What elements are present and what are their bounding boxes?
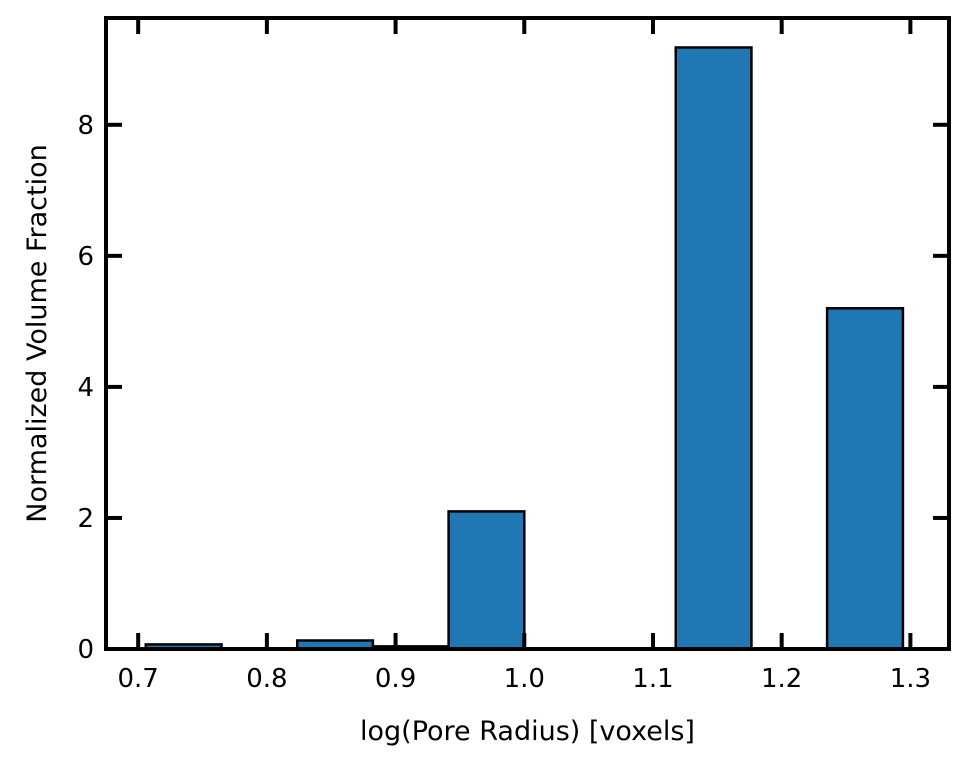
x-tick-label-5: 1.2: [761, 664, 802, 694]
bar-3: [447, 510, 526, 651]
x-tick-label-3: 1.0: [504, 664, 545, 694]
x-tick-label-4: 1.1: [632, 664, 673, 694]
bar-4: [674, 46, 753, 651]
bars-layer: [144, 46, 905, 651]
y-axis-label: Normalized Volume Fraction: [22, 144, 53, 522]
ticks-layer: [106, 18, 949, 651]
tick-labels-layer: 0.7 0.8 0.9 1.0 1.1 1.2 1.3 0 2 4 6 8: [77, 111, 931, 694]
y-tick-label-3: 6: [77, 242, 94, 272]
y-tick-label-1: 2: [77, 504, 94, 534]
plot-frame: [104, 16, 951, 651]
bar-5: [825, 307, 905, 651]
y-tick-label-4: 8: [77, 111, 94, 141]
x-tick-label-6: 1.3: [890, 664, 931, 694]
x-tick-label-2: 0.9: [375, 664, 416, 694]
x-tick-label-0: 0.7: [117, 664, 158, 694]
y-tick-label-2: 4: [77, 373, 94, 403]
x-tick-label-1: 0.8: [246, 664, 287, 694]
x-axis-label: log(Pore Radius) [voxels]: [360, 716, 695, 747]
y-tick-label-0: 0: [77, 635, 94, 665]
